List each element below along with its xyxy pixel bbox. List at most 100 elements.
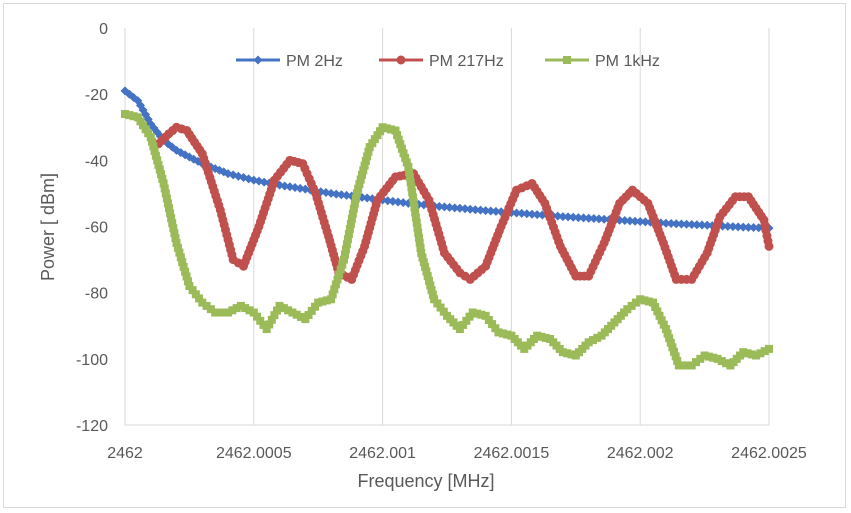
data-point [391, 126, 400, 135]
legend-label: PM 1kHz [595, 53, 660, 70]
data-point [355, 180, 364, 189]
data-point [129, 112, 138, 121]
y-tick-label: -120 [76, 418, 108, 435]
data-point [297, 312, 306, 321]
data-point [364, 147, 373, 156]
data-point [623, 305, 632, 314]
data-point [284, 306, 293, 315]
data-point [635, 217, 645, 227]
data-point [424, 276, 433, 285]
data-point [173, 243, 182, 252]
data-point [760, 347, 769, 356]
legend-label: PM 217Hz [429, 53, 504, 70]
data-point [146, 133, 155, 142]
data-point [475, 205, 485, 215]
data-point [179, 262, 188, 271]
data-point [517, 208, 527, 218]
data-point [288, 308, 297, 317]
data-point [151, 151, 160, 160]
data-point [241, 304, 250, 313]
data-point [692, 220, 702, 230]
data-point [661, 325, 670, 334]
data-point [150, 147, 159, 156]
data-point [749, 223, 759, 233]
data-point [465, 312, 474, 321]
data-point [414, 233, 423, 242]
data-point [491, 324, 500, 333]
data-point [206, 305, 215, 314]
data-point [687, 220, 697, 230]
data-point [484, 315, 493, 324]
data-point [631, 298, 640, 307]
data-point [599, 214, 609, 224]
data-point [397, 144, 406, 153]
data-point [692, 358, 701, 367]
series-pm-1khz [121, 110, 773, 370]
data-point [640, 217, 650, 227]
data-point [166, 209, 175, 218]
data-point [267, 315, 276, 324]
data-point [644, 297, 653, 306]
data-point [396, 55, 406, 65]
data-point [236, 301, 245, 310]
y-tick-label: -40 [85, 153, 108, 170]
x-tick-label: 2462.0015 [474, 445, 550, 462]
data-point [411, 213, 420, 222]
data-point [361, 156, 370, 165]
data-point [328, 290, 337, 299]
data-point [405, 173, 414, 182]
data-point [655, 311, 664, 320]
data-point [402, 158, 411, 167]
data-point [322, 296, 331, 305]
data-point [743, 222, 753, 232]
y-tick-label: -80 [85, 286, 108, 303]
legend-item: PM 217Hz [379, 53, 504, 70]
data-point [178, 258, 187, 267]
data-point [640, 296, 649, 305]
data-point [756, 349, 765, 358]
data-point [663, 329, 672, 338]
data-point [491, 206, 501, 216]
data-point [149, 142, 158, 151]
data-point [401, 153, 410, 162]
data-point [423, 272, 432, 281]
data-point [477, 310, 486, 319]
data-point [153, 156, 162, 165]
data-point [350, 199, 359, 208]
data-point [333, 275, 342, 284]
data-point [188, 286, 197, 295]
data-point [357, 170, 366, 179]
data-point [674, 361, 683, 370]
legend-item: PM 1kHz [545, 53, 660, 70]
data-point [167, 214, 176, 223]
data-point [668, 343, 677, 352]
data-point [465, 204, 475, 214]
data-point [121, 110, 129, 119]
data-point [195, 294, 204, 303]
data-point [673, 356, 682, 365]
data-point [481, 311, 490, 320]
data-point [427, 286, 436, 295]
data-point [739, 348, 748, 357]
data-point [455, 203, 465, 213]
tick-labels: 2462 2462.0005 2462.001 2462.0015 2462.002 24… [76, 21, 807, 462]
data-point [245, 306, 254, 315]
data-point [176, 253, 185, 262]
data-point [259, 320, 268, 329]
data-point [747, 350, 756, 359]
data-point [198, 298, 207, 307]
data-point [262, 325, 271, 334]
data-point [160, 184, 169, 193]
data-point [704, 352, 713, 361]
data-point [696, 354, 705, 363]
data-point [765, 344, 773, 353]
data-point [682, 219, 692, 229]
data-point [512, 208, 522, 218]
data-point [215, 308, 224, 317]
data-point [460, 204, 470, 214]
data-point [351, 194, 360, 203]
x-tick-label: 2462.0025 [731, 445, 807, 462]
data-point [219, 308, 228, 317]
data-point [182, 272, 191, 281]
